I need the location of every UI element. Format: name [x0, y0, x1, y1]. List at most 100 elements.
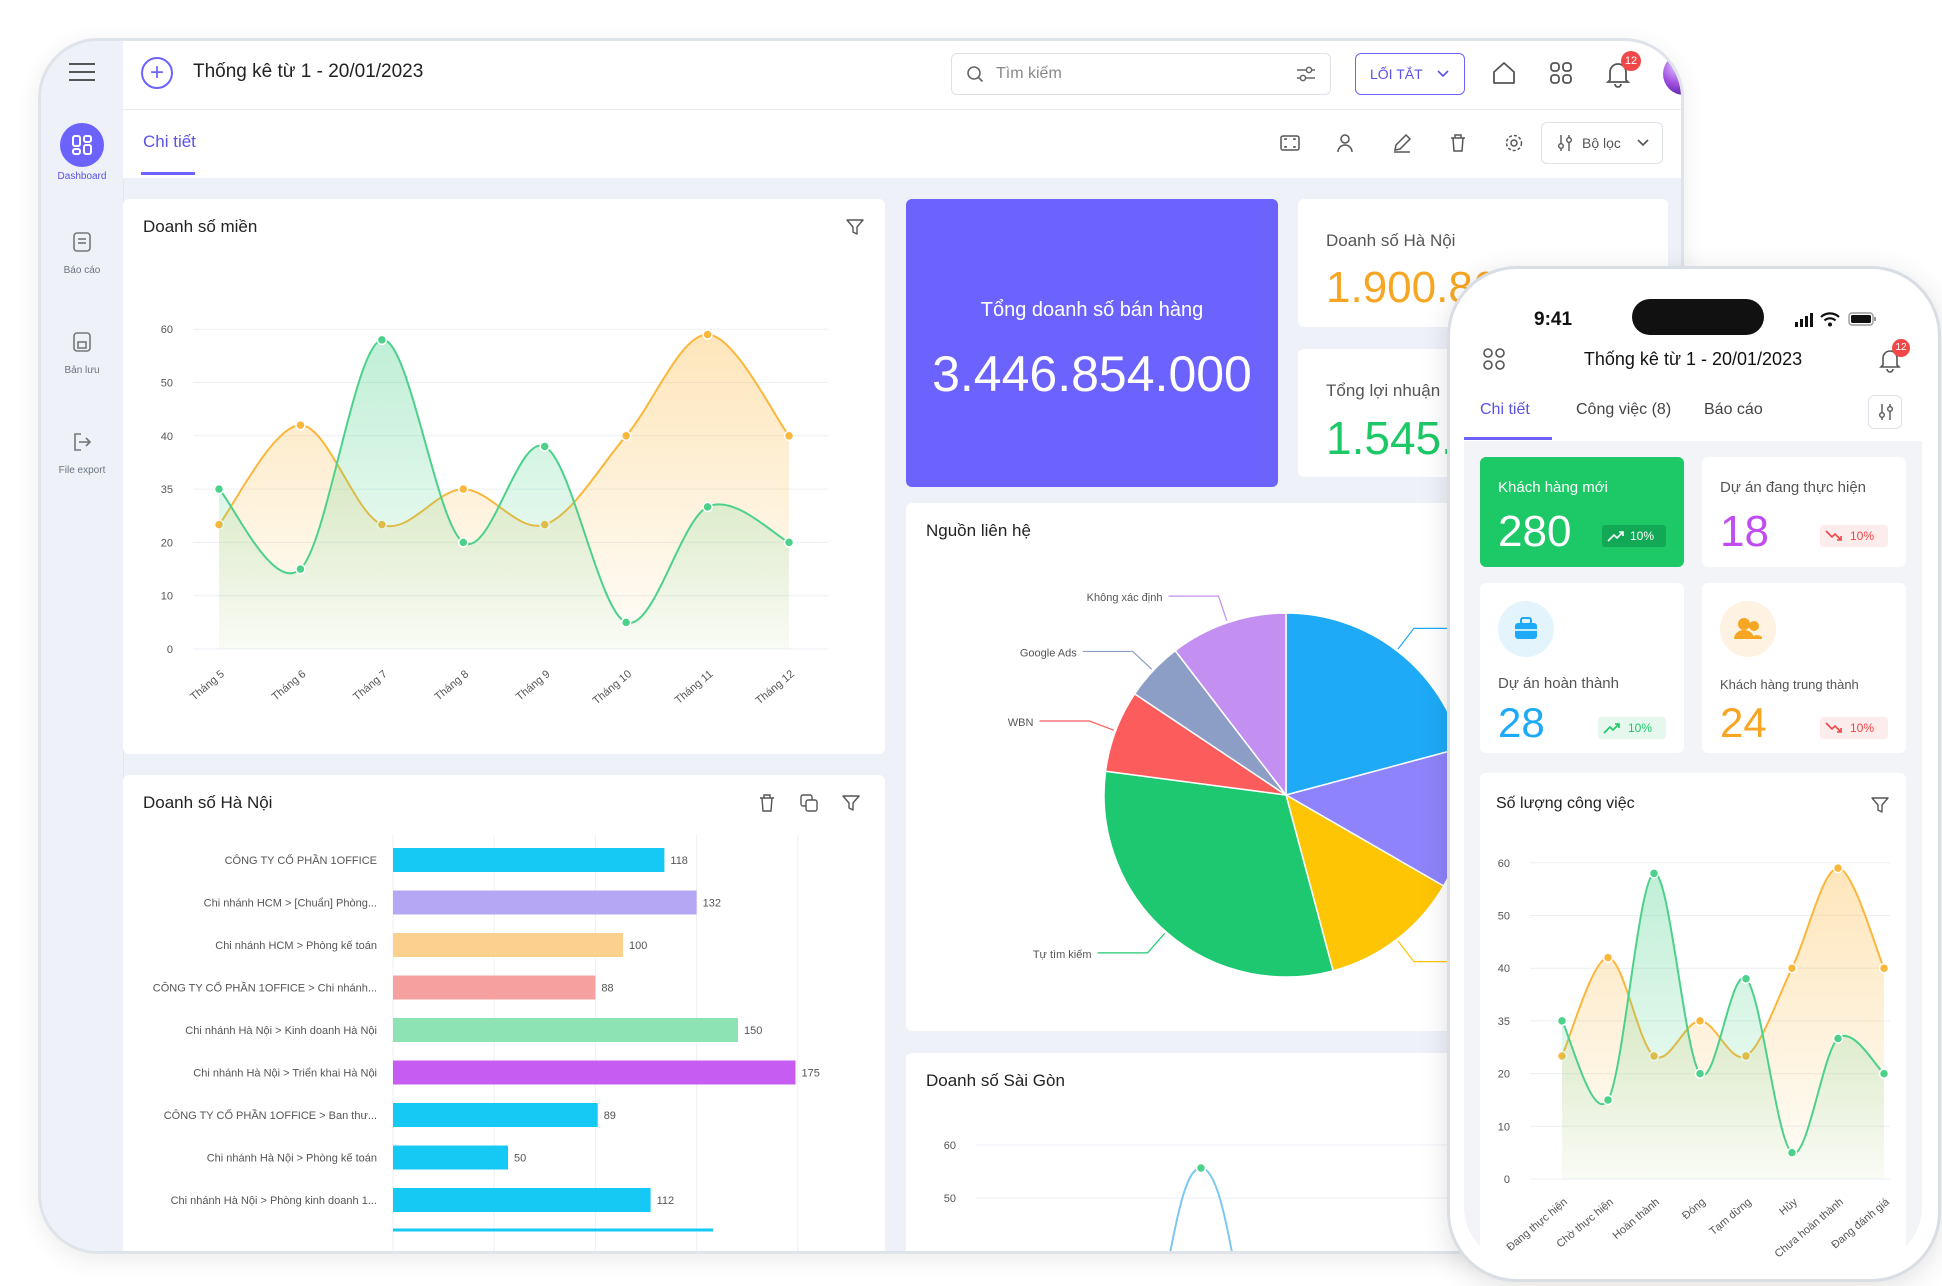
data-point [620, 430, 632, 442]
card-title: Doanh số Hà Nội [143, 793, 273, 812]
bar-category-label: Chi nhánh HCM > [Chuẩn] Phòng... [204, 898, 377, 910]
x-tick-label: Đóng [1680, 1196, 1708, 1222]
phone-filter-button[interactable] [1868, 395, 1902, 429]
tab-underline [141, 172, 195, 175]
sidebar-item-dashboard[interactable]: Dashboard [41, 123, 123, 182]
gear-icon[interactable] [1503, 132, 1525, 159]
user-share-icon[interactable] [1335, 132, 1357, 159]
phone-tab-tasks[interactable]: Công việc (8) [1576, 401, 1672, 418]
data-point [1878, 1068, 1890, 1079]
pie-label: WBN [1008, 717, 1034, 729]
x-tick-label: Tháng 9 [514, 668, 553, 703]
bar [393, 933, 623, 957]
briefcase-icon [1498, 601, 1554, 657]
avatar[interactable] [1663, 53, 1681, 95]
data-point [1602, 952, 1614, 963]
data-point [1694, 1015, 1706, 1027]
x-tick-label: Tháng 10 [591, 668, 634, 707]
bar [393, 1145, 508, 1170]
profit-value: 1.545. [1326, 412, 1454, 464]
fullscreen-icon[interactable] [1279, 132, 1301, 159]
filter-icon[interactable] [845, 217, 865, 242]
trash-icon[interactable] [1447, 132, 1469, 159]
data-point [1648, 868, 1660, 879]
data-point [1786, 962, 1798, 974]
pie-slice [1174, 612, 1287, 798]
copy-icon[interactable] [799, 793, 819, 818]
filter-icon[interactable] [1870, 795, 1890, 820]
y-tick-label: 60 [1498, 858, 1510, 870]
data-point [1694, 1068, 1706, 1079]
sidebar-item-export[interactable]: File export [41, 423, 123, 476]
y-tick-label: 10 [1498, 1121, 1510, 1133]
phone-title: Thống kê từ 1 - 20/01/2023 [1583, 349, 1803, 369]
y-tick-label: 40 [1498, 963, 1510, 975]
tile-value: 28 [1498, 699, 1545, 746]
data-point [295, 563, 306, 575]
pie-leader-line [1168, 595, 1228, 621]
profit-label: Tổng lợi nhuận [1326, 381, 1441, 400]
edit-icon[interactable] [1391, 132, 1413, 159]
tile-label: Dự án đang thực hiện [1720, 479, 1867, 496]
bar [393, 1018, 738, 1042]
filter-button[interactable]: Bộ lọc [1541, 122, 1663, 164]
tile-new-customers[interactable]: Khách hàng mới 280 10% [1480, 457, 1684, 567]
series-line [1561, 872, 1885, 1154]
tile-value: 24 [1720, 699, 1767, 746]
phone-tab-report[interactable]: Báo cáo [1704, 401, 1763, 418]
pie-label: Google Ads [1020, 647, 1077, 659]
series-area [1562, 873, 1884, 1179]
tile-label: Khách hàng trung thành [1720, 677, 1859, 692]
sidebar-item-saved[interactable]: Bản lưu [41, 323, 123, 376]
x-tick-label: Hủy [1777, 1196, 1800, 1218]
tile-value: 280 [1498, 507, 1572, 556]
home-icon[interactable] [1491, 60, 1517, 91]
search-input[interactable]: Tìm kiếm [996, 65, 1062, 82]
shortcut-label: LỐI TẮT [1370, 66, 1423, 82]
bar [393, 1060, 796, 1085]
shortcut-button[interactable]: LỐI TẮT [1355, 53, 1465, 95]
report-icon [63, 223, 101, 261]
tile-active-projects[interactable]: Dự án đang thực hiện 18 10% [1702, 457, 1906, 567]
data-point [295, 419, 306, 431]
dashboard-icon [60, 123, 104, 167]
phone-tab-detail[interactable]: Chi tiết [1480, 401, 1530, 418]
menu-icon[interactable] [69, 63, 95, 81]
add-icon[interactable]: + [141, 57, 173, 89]
tab-detail[interactable]: Chi tiết [143, 132, 196, 151]
y-tick-label: 60 [161, 324, 173, 336]
y-tick-label: 50 [161, 378, 173, 390]
filter-icon[interactable] [841, 793, 861, 818]
data-point [1832, 1033, 1844, 1044]
bar-category-label: Chi nhánh Hà Nội > Phòng kinh doanh 1... [171, 1195, 377, 1207]
search-settings-icon[interactable] [1296, 65, 1316, 88]
trash-icon[interactable] [757, 793, 777, 818]
notification-badge: 12 [1892, 339, 1910, 357]
x-tick-label: Tháng 5 [188, 668, 227, 703]
sidebar-item-label: Dashboard [57, 171, 107, 182]
data-point [1602, 1094, 1614, 1106]
data-point [620, 617, 632, 628]
data-point [1832, 862, 1844, 874]
data-point [1556, 1015, 1568, 1027]
x-tick-label: Tháng 8 [433, 668, 472, 703]
tile-loyal-customers[interactable]: Khách hàng trung thành 24 10% [1702, 583, 1906, 753]
bar [393, 890, 697, 915]
bar-category-label: Chi nhánh Hà Nội > Triển khai Hà Nội [193, 1068, 377, 1080]
tile-label: Khách hàng mới [1498, 479, 1608, 496]
apps-icon[interactable] [1548, 60, 1574, 91]
apps-icon[interactable] [1482, 347, 1506, 376]
x-tick-label: Tạm dừng [1707, 1196, 1754, 1238]
tile-delta: 10% [1850, 529, 1875, 543]
pie-slice [1284, 793, 1445, 972]
bar-category-label: Chi nhánh Hà Nội > Phòng kế toán [207, 1153, 377, 1165]
bar-value-label: 150 [744, 1025, 762, 1037]
tile-delta: 10% [1628, 721, 1653, 735]
total-sales-value: 3.446.854.000 [932, 346, 1252, 402]
sidebar-item-report[interactable]: Báo cáo [41, 223, 123, 276]
search-box[interactable]: Tìm kiếm [951, 53, 1331, 95]
chart-card-doanh-so-mien: Doanh số miền 0 10 20 35 40 50 60 Tháng 5 Tháng … [123, 199, 885, 754]
bar [393, 1188, 651, 1212]
tile-completed-projects[interactable]: Dự án hoàn thành 28 10% [1480, 583, 1684, 753]
